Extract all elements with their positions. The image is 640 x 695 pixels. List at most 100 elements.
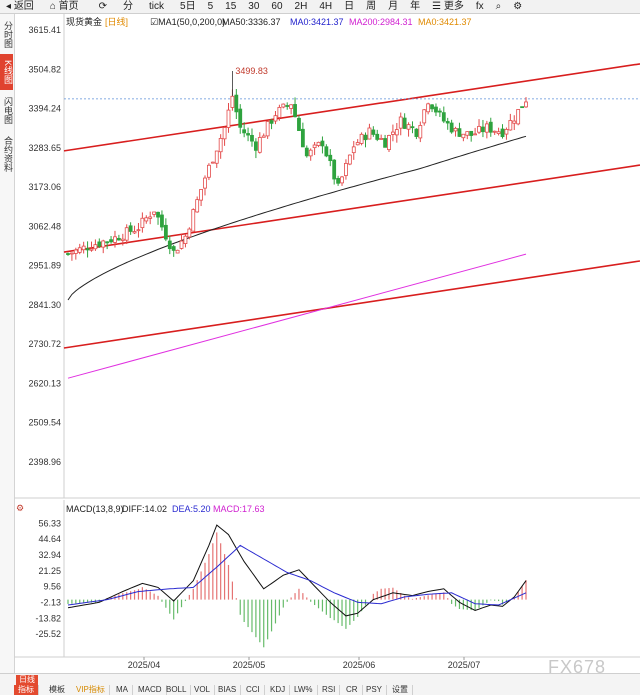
candle-body (496, 131, 501, 134)
side-tab-timeshare[interactable]: 分时图 (3, 20, 13, 48)
candle-body (465, 131, 470, 136)
indicator-vip[interactable]: VIP指标 (72, 685, 110, 695)
price-tick-label: 2730.72 (28, 339, 61, 349)
macd-tick-label: 21.25 (38, 566, 61, 576)
macd-tick-label: 56.33 (38, 518, 61, 528)
period-minute[interactable]: 分 (123, 1, 134, 12)
indicator-cci[interactable]: CCI (242, 685, 265, 695)
candle-body (70, 252, 74, 255)
home-button[interactable]: ⌂ 首页 (49, 1, 79, 12)
candle-body (398, 116, 403, 129)
candle-body (77, 247, 82, 253)
candle-body (281, 103, 286, 108)
period-month[interactable]: 月 (388, 1, 399, 12)
indicator-boll[interactable]: BOLL (162, 685, 192, 695)
candle-body (402, 117, 407, 129)
indicator-settings[interactable]: 设置 (388, 685, 413, 695)
indicator-macd[interactable]: MACD (134, 685, 167, 695)
period-tag: [日线] (105, 16, 128, 27)
candle-body (375, 133, 380, 140)
candle-body (351, 146, 356, 154)
x-tick-label: 2025/07 (448, 660, 481, 670)
indicator-ma[interactable]: MA (112, 685, 133, 695)
candle-body (320, 140, 325, 147)
price-tick-label: 3062.48 (28, 221, 61, 231)
candle-body (214, 150, 219, 164)
period-4h[interactable]: 4H (319, 1, 333, 12)
period-tick[interactable]: tick (149, 1, 165, 12)
period-15min[interactable]: 15 (225, 1, 237, 12)
indicator-lw[interactable]: LW% (290, 685, 318, 695)
period-5min[interactable]: 5 (207, 1, 214, 12)
period-30min[interactable]: 30 (248, 1, 260, 12)
settings-icon[interactable]: ⚙ (513, 1, 523, 12)
price-tick-label: 3504.82 (28, 64, 61, 74)
candle-body (66, 253, 70, 255)
candle-body (312, 144, 317, 149)
side-tabs: 分时图 K线图 闪电图 合约资料 (0, 14, 15, 674)
candle-body (187, 228, 192, 238)
indicator-bias[interactable]: BIAS (214, 685, 242, 695)
candle-body (97, 241, 102, 247)
candlesticks (66, 88, 528, 261)
indicator-label[interactable]: 指标 (14, 685, 39, 695)
candle-body (437, 110, 442, 113)
price-tick-label: 2620.13 (28, 378, 61, 388)
candle-body (457, 128, 462, 137)
formula-icon[interactable]: fx (475, 1, 484, 12)
ma1-checkbox-icon[interactable]: ☑ (150, 17, 158, 27)
x-tick-label: 2025/06 (343, 660, 376, 670)
candle-body (387, 135, 391, 151)
side-tab-flash[interactable]: 闪电图 (3, 96, 13, 124)
candle-body (261, 135, 266, 138)
candle-body (304, 147, 309, 157)
candle-body (391, 131, 395, 135)
macd-settings-icon[interactable]: ⚙ (16, 503, 24, 513)
indicator-vol[interactable]: VOL (190, 685, 216, 695)
ma50-line (67, 135, 527, 301)
candle-body (379, 138, 384, 140)
candle-body (336, 177, 341, 184)
period-5day[interactable]: 5日 (180, 1, 196, 12)
candle-body (218, 137, 223, 153)
period-day[interactable]: 日 (344, 1, 355, 12)
candle-body (340, 176, 344, 184)
back-button[interactable]: ◂ 返回 (6, 1, 34, 12)
period-week[interactable]: 周 (366, 1, 377, 12)
candle-body (109, 239, 113, 243)
price-tick-label: 3394.24 (28, 104, 61, 114)
candle-body (383, 138, 387, 148)
candle-body (453, 127, 458, 132)
candle-body (426, 103, 431, 113)
indicator-cr[interactable]: CR (342, 685, 363, 695)
period-2h[interactable]: 2H (294, 1, 308, 12)
indicator-psy[interactable]: PSY (362, 685, 388, 695)
price-tick-label: 3615.41 (28, 25, 61, 35)
candle-body (191, 209, 196, 232)
tab-template[interactable]: 模板 (49, 685, 65, 694)
candle-body (230, 95, 235, 108)
period-year[interactable]: 年 (410, 1, 421, 12)
candle-body (469, 130, 474, 136)
period-60min[interactable]: 60 (271, 1, 283, 12)
macd-tick-label: 9.56 (43, 582, 61, 592)
macd-tick-label: -25.52 (35, 629, 61, 639)
side-tab-kline[interactable]: K线图 (0, 54, 13, 90)
candle-body (516, 109, 521, 125)
candle-body (488, 121, 493, 133)
chart-canvas[interactable]: 现货黄金 [日线] ☑MA1(50,0,200,0) MA50:3336.37 … (0, 0, 640, 673)
candle-body (140, 217, 145, 229)
side-tab-contract[interactable]: 合约资料 (3, 136, 13, 172)
indicator-kdj[interactable]: KDJ (266, 685, 291, 695)
refresh-icon[interactable]: ⟳ (98, 1, 108, 12)
candle-body (152, 211, 157, 215)
more-button[interactable]: ☰ 更多 (432, 1, 464, 12)
candle-body (116, 237, 121, 241)
search-icon[interactable]: ⌕ (495, 1, 502, 12)
candle-body (520, 106, 524, 109)
candle-body (293, 104, 297, 118)
indicator-rsi[interactable]: RSI (318, 685, 341, 695)
candle-body (512, 120, 517, 124)
macd-tick-label: 44.64 (38, 534, 61, 544)
tab-daily[interactable]: 日线 (16, 675, 38, 685)
